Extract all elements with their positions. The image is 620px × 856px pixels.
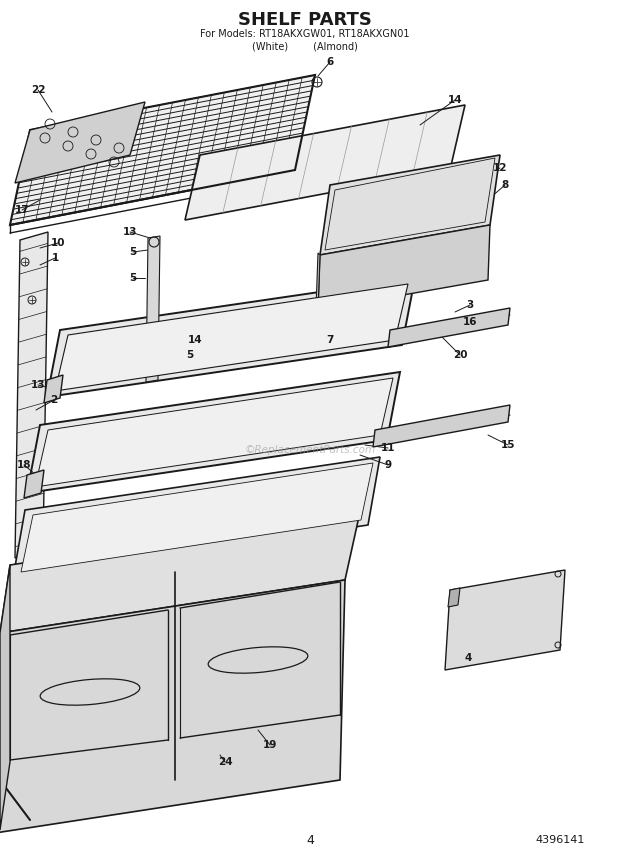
Polygon shape — [146, 236, 160, 382]
Text: 14: 14 — [448, 95, 463, 105]
Text: 5: 5 — [187, 350, 193, 360]
Polygon shape — [320, 155, 500, 255]
Text: 5: 5 — [130, 273, 136, 283]
Text: 4: 4 — [306, 834, 314, 847]
Polygon shape — [55, 284, 408, 391]
Text: 5: 5 — [130, 247, 136, 257]
Polygon shape — [448, 588, 460, 607]
Polygon shape — [44, 375, 63, 403]
Text: 9: 9 — [384, 460, 392, 470]
Polygon shape — [445, 570, 565, 670]
Text: 4396141: 4396141 — [535, 835, 585, 845]
Text: 7: 7 — [326, 335, 334, 345]
Text: 19: 19 — [263, 740, 277, 750]
Text: 8: 8 — [502, 180, 508, 190]
Text: 12: 12 — [493, 163, 507, 173]
Polygon shape — [27, 372, 400, 493]
Text: 2: 2 — [50, 395, 58, 405]
Text: For Models: RT18AKXGW01, RT18AKXGN01: For Models: RT18AKXGW01, RT18AKXGN01 — [200, 29, 410, 39]
Text: 3: 3 — [466, 300, 474, 310]
Text: 13: 13 — [31, 380, 45, 390]
Polygon shape — [24, 470, 44, 498]
Text: 6: 6 — [326, 57, 334, 67]
Polygon shape — [0, 512, 360, 633]
Polygon shape — [316, 253, 320, 310]
Text: 24: 24 — [218, 757, 232, 767]
Text: 17: 17 — [15, 205, 29, 215]
Text: 16: 16 — [463, 317, 477, 327]
Text: 4: 4 — [464, 653, 472, 663]
Text: (White)        (Almond): (White) (Almond) — [252, 41, 358, 51]
Text: 13: 13 — [123, 227, 137, 237]
Text: 11: 11 — [381, 443, 396, 453]
Text: 15: 15 — [501, 440, 515, 450]
Polygon shape — [373, 405, 510, 447]
Text: 10: 10 — [51, 238, 65, 248]
Text: SHELF PARTS: SHELF PARTS — [238, 11, 372, 29]
Polygon shape — [21, 463, 373, 572]
Polygon shape — [35, 378, 393, 487]
Text: 18: 18 — [17, 460, 31, 470]
Polygon shape — [318, 225, 490, 310]
Polygon shape — [0, 580, 345, 833]
Text: 14: 14 — [188, 335, 202, 345]
Polygon shape — [388, 308, 510, 347]
Polygon shape — [15, 232, 48, 558]
Text: 22: 22 — [31, 85, 45, 95]
Text: 20: 20 — [453, 350, 467, 360]
Text: ©ReplacementParts.com: ©ReplacementParts.com — [244, 445, 376, 455]
Polygon shape — [13, 457, 380, 578]
Text: 1: 1 — [51, 253, 59, 263]
Polygon shape — [15, 102, 145, 183]
Polygon shape — [47, 278, 415, 397]
Polygon shape — [185, 105, 465, 220]
Polygon shape — [10, 75, 315, 225]
Polygon shape — [0, 565, 10, 830]
